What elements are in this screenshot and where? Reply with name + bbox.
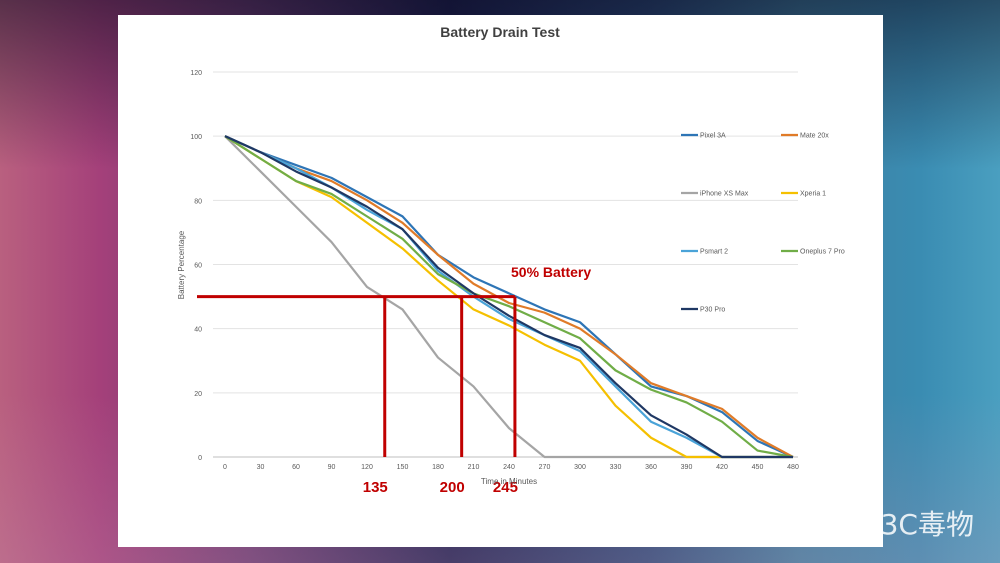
marker-label-135: 135 (363, 479, 388, 496)
y-axis-label: Battery Percentage (177, 230, 186, 299)
chart-title: Battery Drain Test (440, 24, 560, 40)
x-tick-label-90: 90 (328, 464, 336, 471)
x-tick-label-270: 270 (539, 464, 551, 471)
fifty-percent-battery-label: 50% Battery (511, 264, 591, 280)
watermark: 企鹅号 3C毒物 (750, 503, 974, 543)
x-tick-label-360: 360 (645, 464, 657, 471)
x-axis-label: Time in Minutes (481, 477, 537, 486)
x-tick-label-300: 300 (574, 464, 586, 471)
x-tick-label-30: 30 (257, 464, 265, 471)
legend-label-pixel-3a: Pixel 3A (700, 133, 726, 140)
y-tick-label-120: 120 (190, 70, 202, 77)
x-tick-label-210: 210 (468, 464, 480, 471)
x-tick-label-150: 150 (397, 464, 409, 471)
y-tick-label-80: 80 (194, 198, 202, 205)
legend-label-oneplus-7-pro: Oneplus 7 Pro (800, 249, 845, 256)
penguin-logo-icon (750, 506, 780, 540)
marker-label-200: 200 (440, 479, 465, 496)
legend-label-psmart-2: Psmart 2 (700, 249, 728, 256)
x-tick-label-330: 330 (610, 464, 622, 471)
legend: Pixel 3A Mate 20x iPhone XS Max Xperia 1 Psm… (681, 133, 845, 314)
y-tick-label-100: 100 (190, 134, 202, 141)
legend-label-mate-20x: Mate 20x (800, 133, 829, 140)
marker-label-245: 245 (493, 479, 518, 496)
watermark-text: 企鹅号 3C毒物 (787, 508, 974, 541)
x-tick-label-180: 180 (432, 464, 444, 471)
series-line-mate-20x (224, 135, 794, 458)
grid-layer: 0 20 40 60 80 100 120 0 30 60 90 120 150 180 210 240 270… (190, 70, 799, 471)
series-layer (224, 135, 794, 459)
x-tick-label-450: 450 (752, 464, 764, 471)
legend-label-p30-pro: P30 Pro (700, 307, 725, 314)
y-tick-label-0: 0 (198, 455, 202, 462)
y-tick-label-20: 20 (194, 391, 202, 398)
x-tick-label-390: 390 (681, 464, 693, 471)
y-tick-label-60: 60 (194, 263, 202, 270)
chart-slide: 0 20 40 60 80 100 120 0 30 60 90 120 150 180 210 240 270… (118, 15, 883, 547)
x-tick-label-0: 0 (223, 464, 227, 471)
series-line-p30-pro (224, 135, 793, 459)
series-line-xperia-1 (224, 135, 793, 459)
x-tick-label-240: 240 (503, 464, 515, 471)
y-tick-label-40: 40 (194, 327, 202, 334)
x-tick-label-60: 60 (292, 464, 300, 471)
legend-label-xperia-1: Xperia 1 (800, 191, 826, 198)
x-tick-label-480: 480 (787, 464, 799, 471)
series-line-oneplus-7-pro (224, 135, 794, 459)
battery-drain-chart: 0 20 40 60 80 100 120 0 30 60 90 120 150 180 210 240 270… (177, 24, 845, 496)
x-tick-label-120: 120 (361, 464, 373, 471)
x-tick-label-420: 420 (716, 464, 728, 471)
legend-label-iphone-xs-max: iPhone XS Max (700, 191, 749, 198)
